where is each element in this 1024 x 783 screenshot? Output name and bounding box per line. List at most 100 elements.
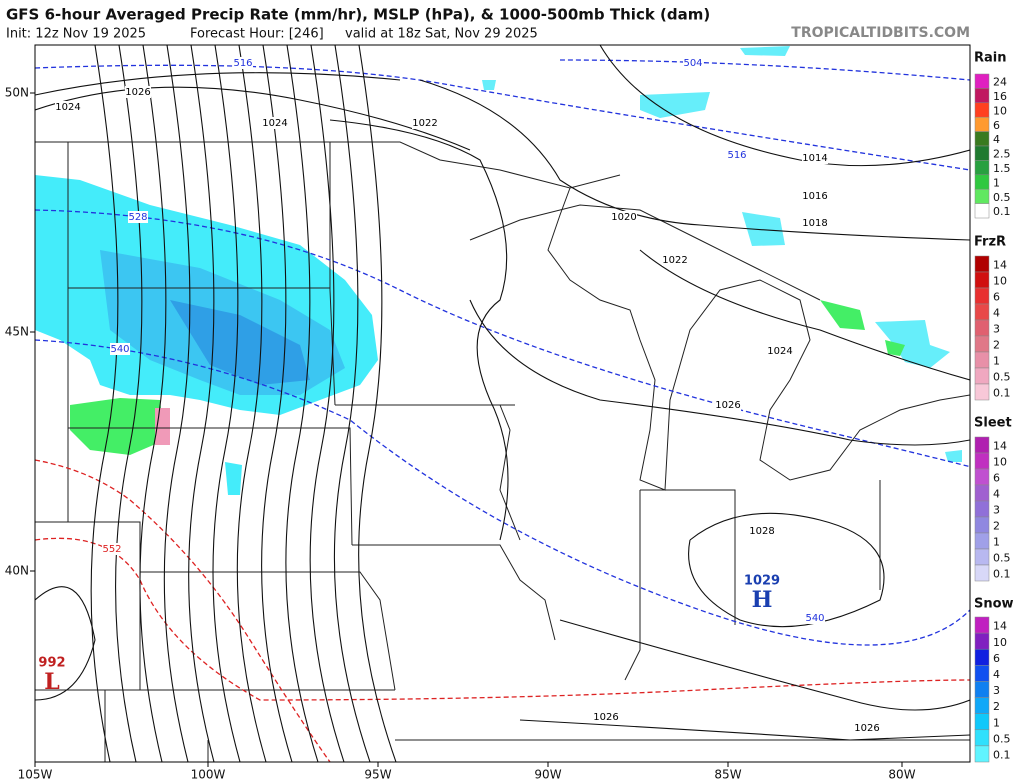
legend-swatch bbox=[974, 88, 990, 104]
valid-time: valid at 18z Sat, Nov 29 2025 bbox=[345, 27, 538, 42]
legend-level: 0.5 bbox=[993, 732, 1011, 745]
label-background bbox=[233, 57, 253, 69]
isobar bbox=[35, 72, 401, 96]
isobar-label: 1024 bbox=[262, 118, 287, 129]
isobar bbox=[115, 45, 143, 762]
legend-swatch bbox=[974, 73, 990, 89]
label-background bbox=[802, 217, 828, 229]
rain-area bbox=[885, 340, 905, 356]
legend-level: 24 bbox=[993, 76, 1007, 89]
legend-swatch bbox=[974, 102, 990, 118]
rain-area bbox=[70, 398, 165, 455]
isobar bbox=[688, 512, 885, 628]
legend-level: 3 bbox=[993, 323, 1000, 336]
legend-level: 0.1 bbox=[993, 205, 1011, 218]
legend-swatch bbox=[974, 271, 990, 289]
lon-label: 80W bbox=[888, 768, 915, 782]
isobar-label: 1026 bbox=[715, 400, 740, 411]
legend-swatch bbox=[974, 681, 990, 698]
isobar bbox=[163, 45, 191, 762]
snow-area bbox=[482, 80, 496, 90]
legend-level: 1 bbox=[993, 536, 1000, 549]
legend-level: 14 bbox=[993, 440, 1007, 453]
isobar bbox=[469, 299, 970, 446]
label-background bbox=[128, 211, 148, 223]
legend-level: 2 bbox=[993, 520, 1000, 533]
thickness-label: 552 bbox=[102, 544, 121, 555]
thickness-line bbox=[35, 537, 970, 701]
map-labels: 1026 1024 1024 1022 1020 1014 1016 1018 1022 1024… bbox=[38, 57, 880, 734]
isobar-label: 1024 bbox=[767, 346, 792, 357]
legend-level: 6 bbox=[993, 472, 1000, 485]
label-background bbox=[102, 543, 122, 555]
isobar bbox=[599, 45, 970, 167]
label-background bbox=[125, 86, 151, 98]
legend-level: 10 bbox=[993, 636, 1007, 649]
lon-label: 85W bbox=[714, 768, 741, 782]
legend-swatch bbox=[974, 174, 990, 190]
legend-swatch bbox=[974, 468, 990, 486]
legend-swatch bbox=[974, 436, 990, 454]
isobar-label: 1024 bbox=[55, 102, 80, 113]
isobar-label: 1028 bbox=[749, 526, 774, 537]
legend-level: 1 bbox=[993, 176, 1000, 189]
snow-area bbox=[945, 450, 962, 462]
legend-title: FrzR bbox=[974, 235, 1006, 250]
legend-swatch bbox=[974, 729, 990, 747]
isobar-label: 1020 bbox=[611, 212, 636, 223]
legend-swatch bbox=[974, 548, 990, 566]
isobar-label: 1018 bbox=[802, 218, 827, 229]
isobars bbox=[35, 45, 970, 762]
isobar-label: 1026 bbox=[854, 723, 879, 734]
isobar bbox=[329, 119, 509, 541]
lon-label: 95W bbox=[364, 768, 391, 782]
thickness-line bbox=[35, 64, 970, 171]
thickness-label: 516 bbox=[233, 58, 252, 69]
border bbox=[35, 141, 621, 189]
legend-swatch bbox=[974, 516, 990, 534]
title: GFS 6-hour Averaged Precip Rate (mm/hr),… bbox=[6, 6, 710, 24]
thickness-label: 528 bbox=[128, 212, 147, 223]
legend-swatch bbox=[974, 287, 990, 305]
isobar-label: 1022 bbox=[412, 118, 437, 129]
isobar bbox=[639, 249, 970, 381]
map-frame bbox=[34, 44, 971, 763]
lat-label: 45N bbox=[5, 325, 29, 339]
legend-swatch bbox=[974, 116, 990, 132]
legend-level: 1 bbox=[993, 355, 1000, 368]
label-background bbox=[683, 57, 703, 69]
legend-level: 4 bbox=[993, 307, 1000, 320]
legend: Rain241610642.51.510.50.1FrzR1410643210.… bbox=[974, 51, 1014, 763]
label-background bbox=[805, 612, 825, 624]
isobar bbox=[90, 45, 119, 762]
label-background bbox=[412, 117, 438, 129]
isobar bbox=[188, 45, 215, 762]
isobar bbox=[358, 45, 397, 762]
legend-swatch bbox=[974, 648, 990, 666]
thickness-lines bbox=[35, 59, 970, 762]
legend-swatch bbox=[974, 303, 990, 321]
isobar bbox=[419, 79, 970, 241]
isobar bbox=[309, 45, 345, 762]
label-background bbox=[611, 211, 637, 223]
snow-area bbox=[640, 92, 710, 118]
legend-swatch bbox=[974, 319, 990, 337]
legend-level: 2 bbox=[993, 700, 1000, 713]
legend-level: 14 bbox=[993, 259, 1007, 272]
label-background bbox=[767, 345, 793, 357]
isobar bbox=[261, 45, 293, 762]
legend-level: 6 bbox=[993, 291, 1000, 304]
legend-swatch bbox=[974, 131, 990, 147]
legend-swatch bbox=[974, 713, 990, 731]
axis-labels: 50N 45N 40N 105W 100W 95W 90W 85W 80W bbox=[5, 86, 916, 782]
legend-swatch bbox=[974, 616, 990, 634]
legend-swatch bbox=[974, 500, 990, 518]
label-background bbox=[262, 117, 288, 129]
legend-swatch bbox=[974, 335, 990, 353]
legend-level: 10 bbox=[993, 104, 1007, 117]
map-background bbox=[35, 45, 970, 762]
isobar bbox=[139, 45, 167, 762]
isobar bbox=[35, 86, 471, 151]
legend-level: 0.5 bbox=[993, 371, 1011, 384]
